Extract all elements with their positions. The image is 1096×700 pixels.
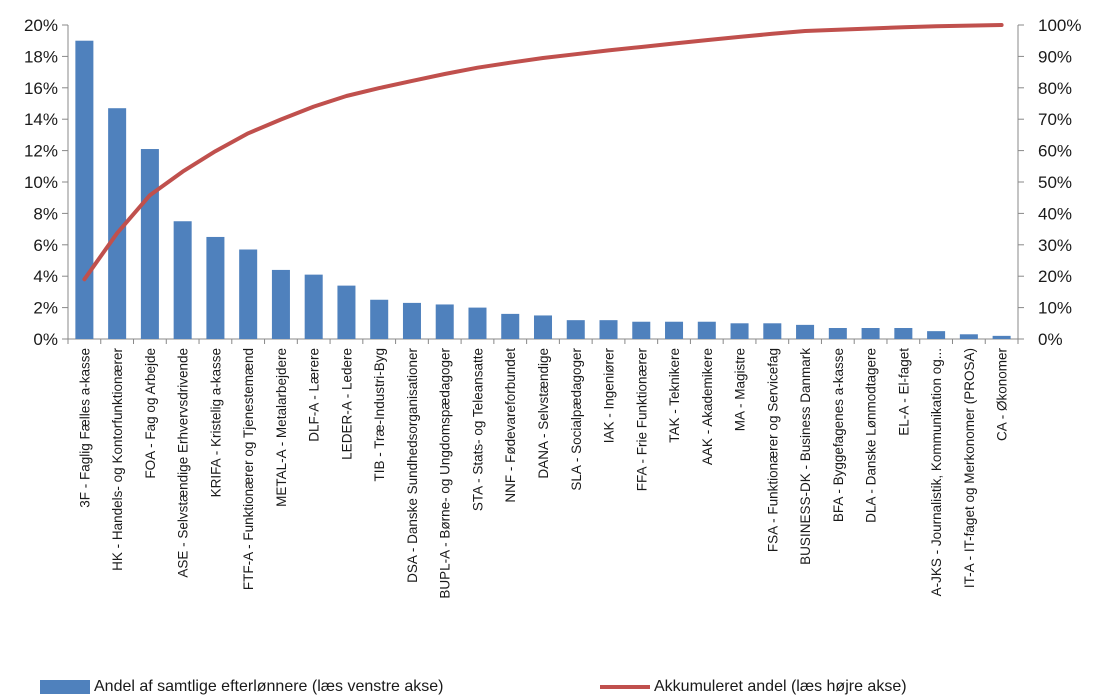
bar <box>501 313 520 339</box>
right-tick-label: 0% <box>1038 330 1063 349</box>
right-tick-label: 20% <box>1038 267 1072 286</box>
bar <box>861 328 880 339</box>
x-tick-label: A-JKS - Journalistik, Kommunikation og..… <box>929 348 944 596</box>
x-tick-label: FOA - Fag og Arbejde <box>143 348 158 479</box>
bar <box>468 307 487 339</box>
bar <box>173 221 192 339</box>
x-tick-label: TIB - Træ-Industri-Byg <box>372 348 387 482</box>
x-tick-label: AAK - Akademikere <box>700 348 715 465</box>
legend: Andel af samtlige efterlønnere (læs vens… <box>40 678 1090 698</box>
x-tick-label: FFA - Frie Funktionærer <box>634 348 649 492</box>
x-tick-label: LEDER-A - Ledere <box>339 348 354 460</box>
legend-line-swatch <box>600 685 650 689</box>
bar <box>796 324 815 339</box>
x-tick-label: BUSINESS-DK - Business Danmark <box>798 348 813 565</box>
right-tick-label: 60% <box>1038 142 1072 161</box>
bar <box>730 323 749 339</box>
cumulative-line <box>82 23 1004 282</box>
bar <box>435 304 454 339</box>
x-tick-label: ASE - Selvstændige Erhvervsdrivende <box>176 348 191 578</box>
left-tick-label: 0% <box>33 330 58 349</box>
left-tick-label: 14% <box>24 110 58 129</box>
x-tick-label: IT-A - IT-faget og Merkonomer (PROSA) <box>962 348 977 588</box>
legend-item-bars: Andel af samtlige efterlønnere (læs vens… <box>40 678 443 696</box>
bar <box>304 274 323 339</box>
x-tick-label: IAK - Ingeniører <box>602 348 617 444</box>
x-tick-label: STA - Stats- og Teleansatte <box>470 348 485 511</box>
left-tick-label: 2% <box>33 299 58 318</box>
x-tick-label: CA - Økonomer <box>995 347 1010 441</box>
x-tick-label: 3F - Faglig Fælles a-kasse <box>77 348 92 508</box>
x-tick-label: FSA - Funktionærer og Servicefag <box>765 348 780 552</box>
x-axis-labels: 3F - Faglig Fælles a-kasse HK - Handels- … <box>67 339 1019 599</box>
bar <box>140 149 159 339</box>
x-tick-label: EL-A - El-faget <box>896 348 911 436</box>
left-tick-label: 12% <box>24 142 58 161</box>
bar <box>697 321 716 339</box>
x-tick-label: DSA - Danske Sundhedsorganisationer <box>405 348 420 583</box>
right-tick-label: 80% <box>1038 79 1072 98</box>
bar <box>566 320 585 339</box>
right-y-axis: 0% 10% 20% 30% 40% 50% 60% 70% 80% 90% 100% <box>1018 16 1081 349</box>
right-tick-label: 30% <box>1038 236 1072 255</box>
legend-item-line: Akkumuleret andel (læs højre akse) <box>600 678 907 696</box>
bar <box>337 285 356 339</box>
right-tick-label: 10% <box>1038 299 1072 318</box>
left-tick-label: 10% <box>24 173 58 192</box>
bar <box>828 328 847 339</box>
x-tick-label: DLA - Danske Lønmodtagere <box>864 348 879 523</box>
x-tick-label: BUPL-A - Børne- og Ungdomspædagoger <box>438 348 453 599</box>
legend-bar-label: Andel af samtlige efterlønnere (læs vens… <box>94 678 444 695</box>
right-tick-label: 50% <box>1038 173 1072 192</box>
bar <box>75 40 94 339</box>
cumulative-line-series <box>82 23 1004 282</box>
x-tick-label: HK - Handels- og Kontorfunktionærer <box>110 347 125 570</box>
bar <box>632 321 651 339</box>
bar <box>927 331 946 339</box>
x-tick-label: DLF-A - Lærere <box>307 348 322 442</box>
bar <box>894 328 913 339</box>
legend-line-label: Akkumuleret andel (læs højre akse) <box>654 678 907 695</box>
x-tick-label: DANA - Selvstændige <box>536 348 551 479</box>
left-tick-label: 6% <box>33 236 58 255</box>
x-tick-label: KRIFA - Kristelig a-kasse <box>208 348 223 497</box>
right-tick-label: 70% <box>1038 110 1072 129</box>
bar <box>370 299 389 339</box>
right-tick-label: 90% <box>1038 47 1072 66</box>
left-tick-label: 16% <box>24 79 58 98</box>
bar <box>271 269 290 339</box>
right-tick-label: 100% <box>1038 16 1081 35</box>
left-tick-label: 20% <box>24 16 58 35</box>
x-tick-label: METAL-A - Metalarbejdere <box>274 348 289 507</box>
bar <box>239 249 258 339</box>
x-tick-label: FTF-A - Funktionærer og Tjenestemænd <box>241 348 256 590</box>
x-tick-label: TAK - Teknikere <box>667 348 682 443</box>
left-tick-label: 4% <box>33 267 58 286</box>
left-tick-label: 8% <box>33 204 58 223</box>
right-tick-label: 40% <box>1038 204 1072 223</box>
x-tick-label: SLA - Socialpædagoger <box>569 347 584 490</box>
bar <box>992 335 1011 339</box>
x-tick-label: BFA - Byggefagenes a-kasse <box>831 348 846 522</box>
bar <box>108 108 127 340</box>
bar <box>665 321 684 339</box>
bar <box>959 334 978 339</box>
legend-bar-swatch <box>40 680 90 694</box>
bar <box>763 323 782 339</box>
bar <box>533 315 553 339</box>
x-tick-label: MA - Magistre <box>733 348 748 431</box>
left-tick-label: 18% <box>24 47 58 66</box>
left-y-axis: 0% 2% 4% 6% 8% 10% 12% 14% 16% 18% 20% <box>24 16 68 349</box>
bar <box>402 302 421 339</box>
bar-series <box>75 40 1011 340</box>
x-tick-label: NNF - Fødevareforbundet <box>503 348 518 503</box>
bar <box>206 236 225 339</box>
bar <box>599 320 618 339</box>
